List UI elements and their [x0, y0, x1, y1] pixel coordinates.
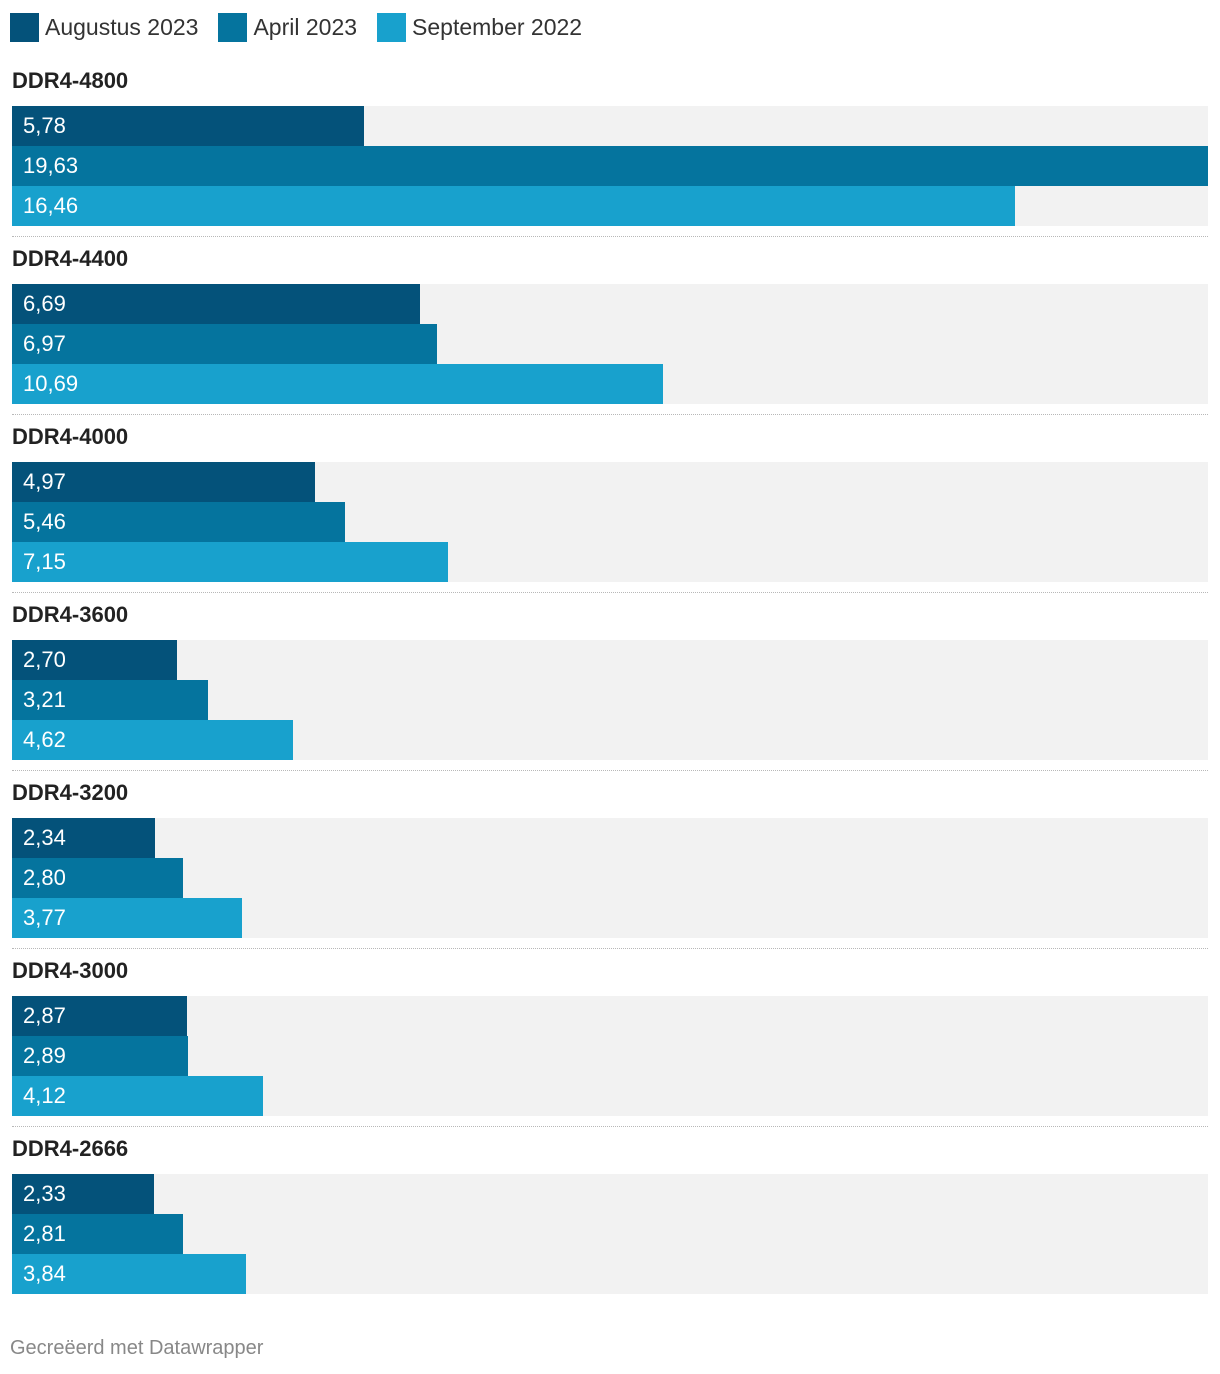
chart-legend: Augustus 2023 April 2023 September 2022 — [10, 11, 602, 43]
group-divider — [12, 948, 1208, 949]
bar-value-label: 5,46 — [23, 509, 66, 534]
bar-value-label: 5,78 — [23, 113, 66, 138]
group-divider — [12, 236, 1208, 237]
legend-item-3: September 2022 — [377, 12, 583, 42]
legend-item-2: April 2023 — [218, 12, 358, 42]
bar-value-label: 2,70 — [23, 647, 66, 672]
bar-value-label: 4,12 — [23, 1083, 66, 1108]
category-label: DDR4-4800 — [12, 68, 129, 93]
bar — [12, 502, 345, 542]
category-label: DDR4-3000 — [12, 958, 129, 983]
category-group: DDR4-4800 5,78 19,63 16,46 — [12, 64, 1208, 242]
category-label: DDR4-3200 — [12, 780, 129, 805]
bar — [12, 1254, 246, 1294]
bar-value-label: 10,69 — [23, 371, 79, 396]
bar — [12, 1036, 188, 1076]
bar-value-label: 4,62 — [23, 727, 66, 752]
bar — [12, 818, 155, 858]
footer-credit: Gecreëerd met Datawrapper — [10, 1337, 264, 1359]
bar — [12, 462, 315, 502]
bar-value-label: 3,84 — [23, 1261, 66, 1286]
bar — [12, 186, 1015, 226]
bar — [12, 284, 420, 324]
group-divider — [12, 414, 1208, 415]
bar — [12, 1174, 154, 1214]
legend-label: September 2022 — [412, 13, 583, 40]
bar-value-label: 6,69 — [23, 291, 66, 316]
bar — [12, 898, 242, 938]
bar-value-label: 4,97 — [23, 469, 66, 494]
category-group: DDR4-2666 2,33 2,81 3,84 — [12, 1132, 1208, 1310]
bar — [12, 1214, 183, 1254]
bar-value-label: 2,81 — [23, 1221, 66, 1246]
category-group: DDR4-4000 4,97 5,46 7,15 — [12, 420, 1208, 598]
category-group: DDR4-4400 6,69 6,97 10,69 — [12, 242, 1208, 420]
bar — [12, 364, 663, 404]
category-group: DDR4-3000 2,87 2,89 4,12 — [12, 954, 1208, 1132]
bar-value-label: 2,33 — [23, 1181, 66, 1206]
bar-value-label: 2,34 — [23, 825, 66, 850]
bar — [12, 640, 177, 680]
group-divider — [12, 770, 1208, 771]
bar — [12, 858, 183, 898]
bar-value-label: 3,21 — [23, 687, 66, 712]
bar — [12, 106, 364, 146]
category-label: DDR4-4000 — [12, 424, 129, 449]
bar — [12, 1076, 263, 1116]
bar — [12, 996, 187, 1036]
group-divider — [12, 1126, 1208, 1127]
category-label: DDR4-4400 — [12, 246, 129, 271]
category-label: DDR4-3600 — [12, 602, 129, 627]
bar-value-label: 19,63 — [23, 153, 79, 178]
category-group: DDR4-3200 2,34 2,80 3,77 — [12, 776, 1208, 954]
group-divider — [12, 592, 1208, 593]
bar-value-label: 2,80 — [23, 865, 66, 890]
bar-value-label: 2,87 — [23, 1003, 66, 1028]
legend-swatch — [377, 12, 407, 42]
category-label: DDR4-2666 — [12, 1136, 129, 1161]
bar-value-label: 2,89 — [23, 1043, 66, 1068]
bar — [12, 720, 293, 760]
bar — [12, 542, 448, 582]
bar — [12, 324, 437, 364]
legend-label: Augustus 2023 — [45, 13, 199, 40]
legend-swatch — [218, 12, 248, 42]
bar — [12, 680, 208, 720]
legend-item-1: Augustus 2023 — [10, 12, 199, 42]
category-group: DDR4-3600 2,70 3,21 4,62 — [12, 598, 1208, 776]
legend-swatch — [10, 12, 39, 42]
bar-value-label: 7,15 — [23, 549, 66, 574]
legend-label: April 2023 — [253, 13, 358, 40]
bar-value-label: 16,46 — [23, 193, 79, 218]
bar — [12, 146, 1208, 186]
bar-value-label: 6,97 — [23, 331, 66, 356]
bar-value-label: 3,77 — [23, 905, 66, 930]
